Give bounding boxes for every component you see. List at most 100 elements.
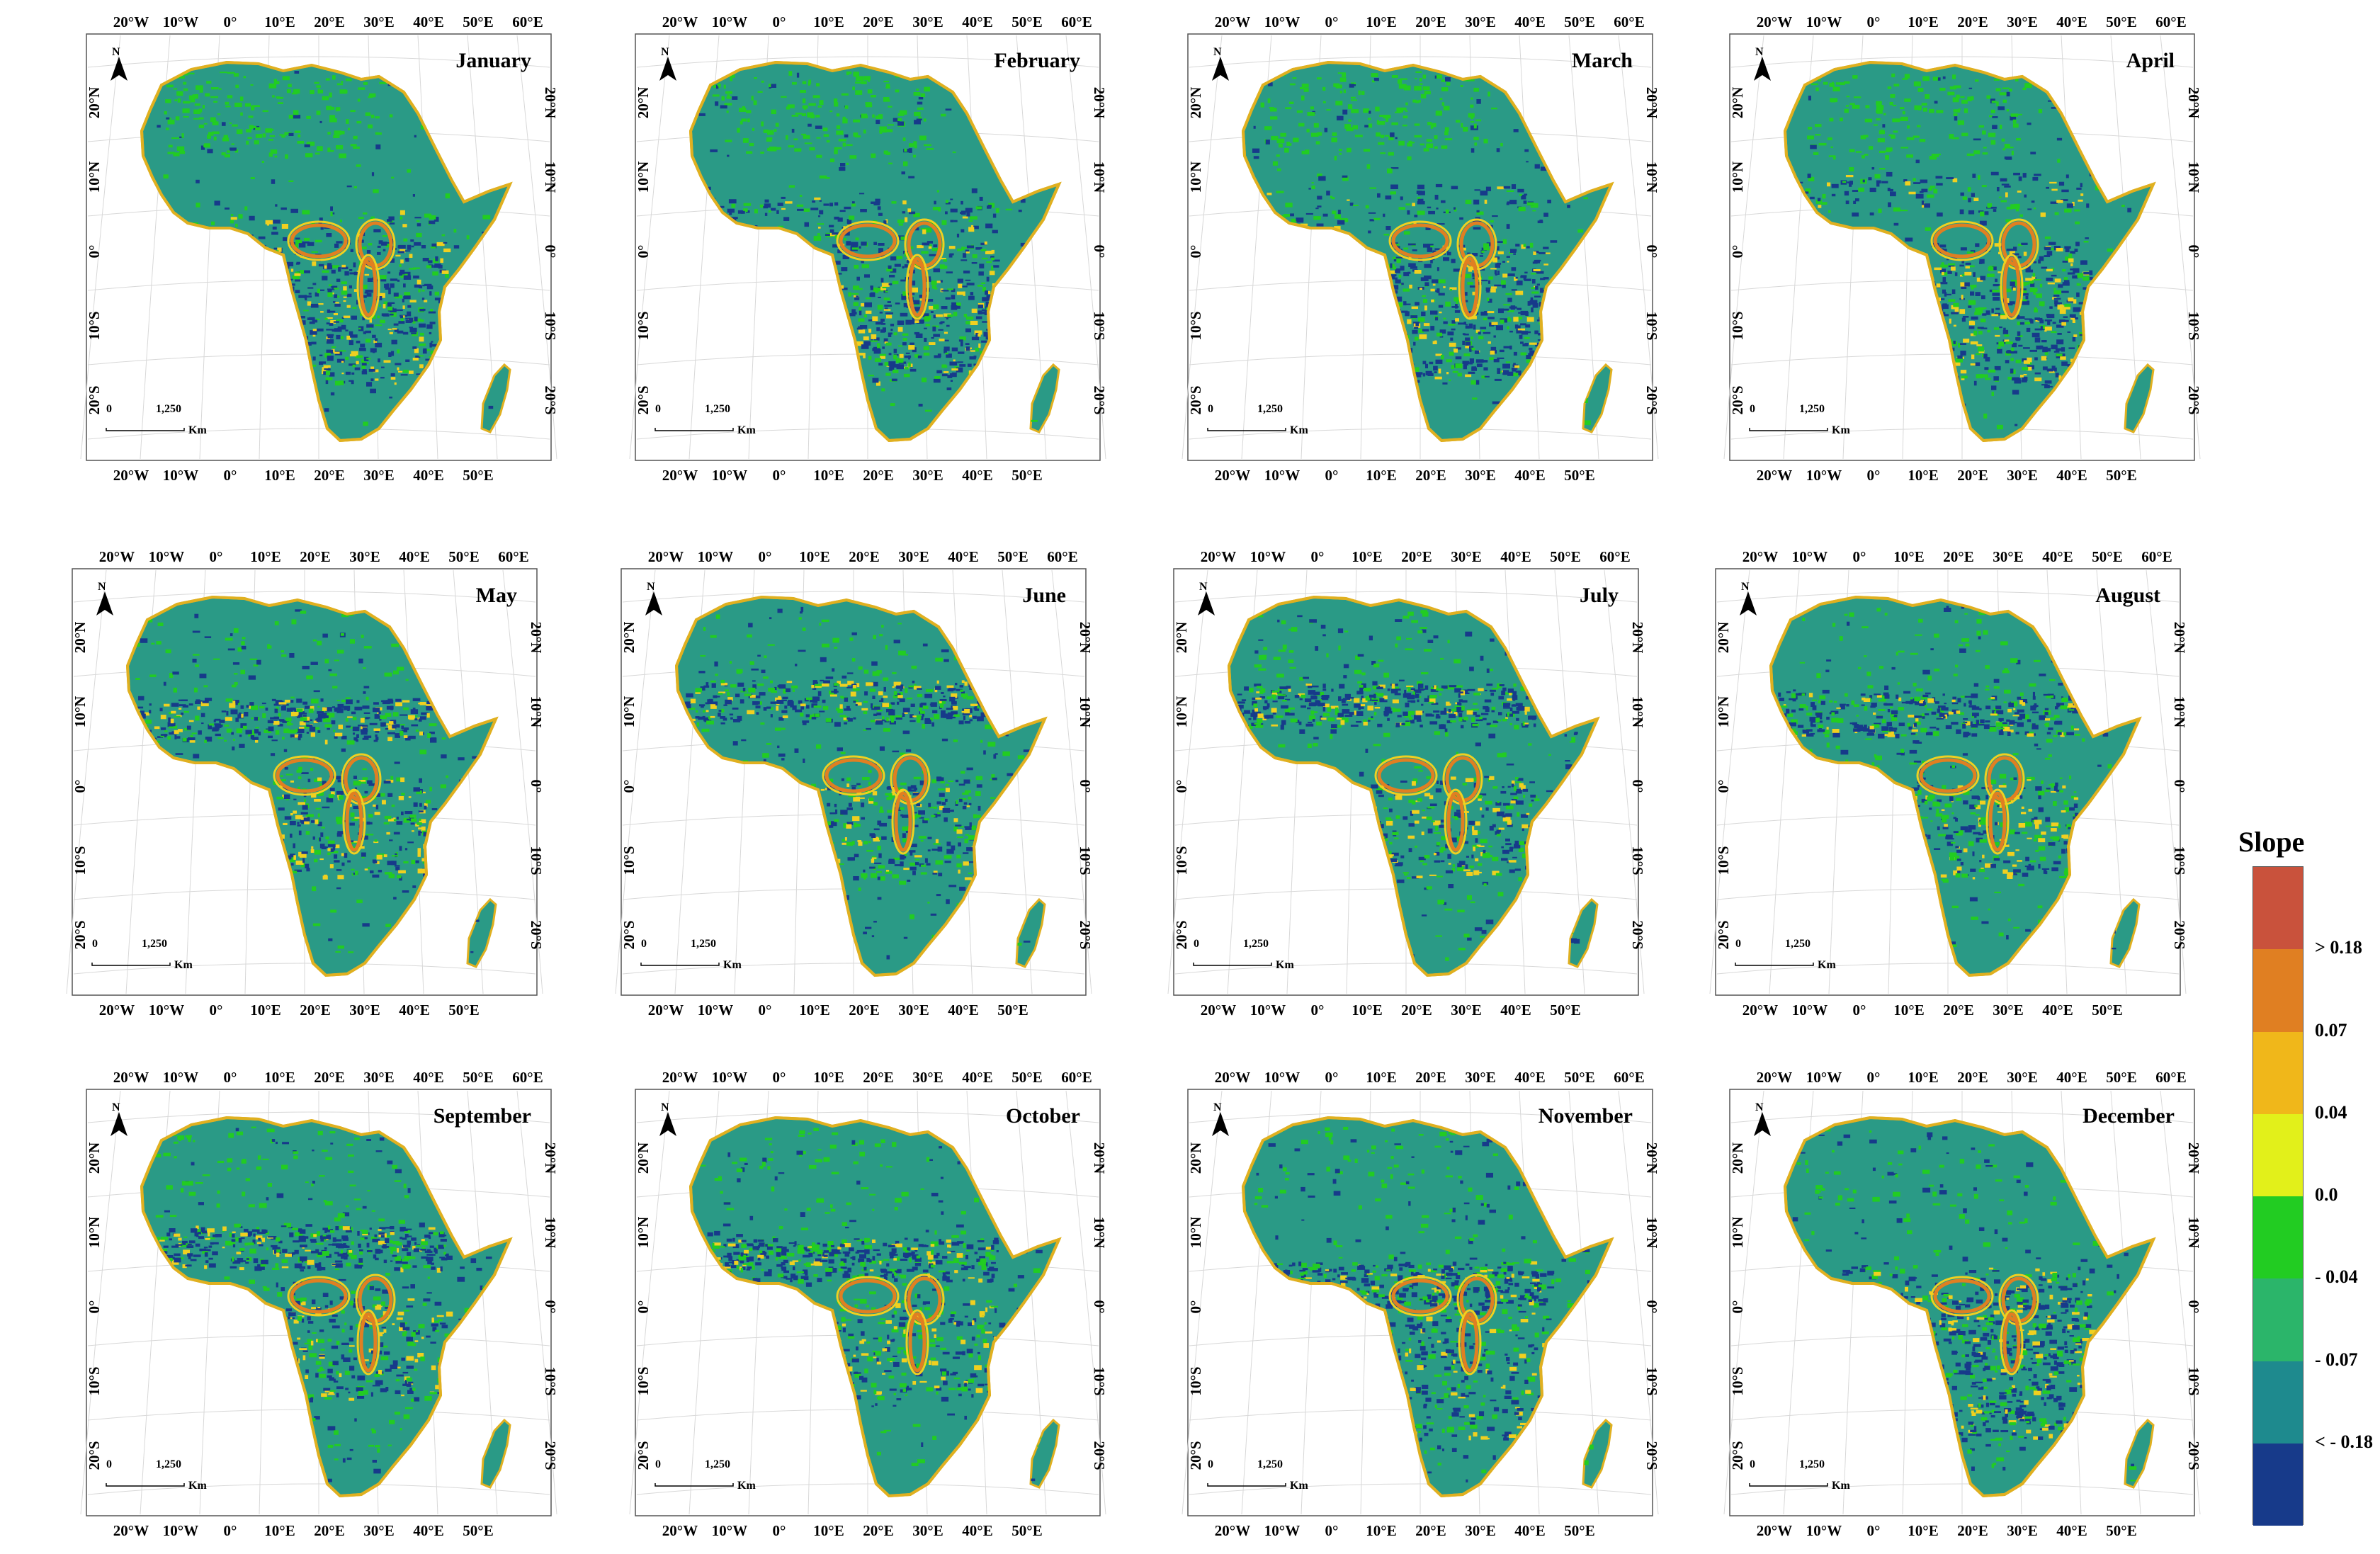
slope-speckle	[1942, 76, 1946, 79]
slope-speckle	[2062, 261, 2068, 263]
slope-speckle	[2022, 377, 2028, 381]
slope-speckle	[2047, 320, 2051, 325]
slope-speckle	[1493, 335, 1496, 338]
slope-speckle	[1998, 196, 2002, 198]
slope-speckle	[190, 98, 196, 103]
lon-tick-top: 0°	[210, 548, 223, 565]
slope-speckle	[312, 283, 317, 285]
slope-speckle	[322, 786, 326, 792]
slope-speckle	[1517, 188, 1524, 193]
slope-speckle	[166, 127, 169, 130]
slope-speckle	[1454, 208, 1457, 212]
slope-speckle	[941, 220, 947, 225]
slope-speckle	[966, 245, 974, 249]
slope-speckle	[1457, 373, 1462, 377]
slope-speckle	[737, 127, 740, 133]
slope-speckle	[1849, 167, 1854, 172]
slope-speckle	[424, 300, 428, 302]
slope-speckle	[1445, 301, 1451, 307]
slope-speckle	[1907, 125, 1910, 129]
slope-speckle	[1447, 331, 1454, 336]
slope-speckle	[2016, 314, 2020, 319]
slope-speckle	[2065, 247, 2070, 253]
slope-speckle	[2034, 337, 2041, 343]
slope-speckle	[725, 91, 732, 94]
slope-speckle	[824, 177, 830, 179]
slope-speckle	[388, 818, 396, 822]
slope-speckle	[409, 715, 414, 720]
slope-speckle	[1296, 220, 1304, 223]
lon-tick-top: 50°E	[1012, 13, 1042, 30]
slope-speckle	[1988, 132, 1996, 137]
slope-speckle	[243, 76, 246, 79]
slope-speckle	[1305, 212, 1313, 215]
slope-speckle	[320, 698, 324, 702]
slope-speckle	[957, 249, 962, 251]
slope-speckle	[1512, 369, 1517, 372]
slope-speckle	[304, 144, 310, 147]
slope-speckle	[852, 201, 855, 204]
slope-speckle	[300, 863, 305, 868]
slope-speckle	[1519, 194, 1522, 196]
slope-speckle	[173, 687, 177, 693]
slope-speckle	[393, 832, 400, 835]
lon-tick-bottom: 50°E	[2106, 467, 2136, 484]
slope-speckle	[1906, 137, 1915, 140]
slope-speckle	[1869, 212, 1874, 216]
slope-speckle	[305, 727, 310, 729]
slope-speckle	[1953, 302, 1959, 307]
slope-speckle	[396, 821, 403, 825]
slope-speckle	[2012, 342, 2017, 348]
slope-speckle	[2012, 253, 2019, 256]
slope-speckle	[1511, 368, 1518, 370]
slope-speckle	[443, 248, 451, 253]
slope-speckle	[1507, 310, 1514, 312]
slope-speckle	[2017, 244, 2023, 246]
slope-speckle	[844, 231, 850, 236]
slope-speckle	[323, 371, 327, 375]
slope-speckle	[941, 649, 949, 652]
slope-speckle	[897, 118, 902, 121]
slope-speckle	[1483, 360, 1488, 363]
slope-speckle	[341, 373, 344, 375]
slope-speckle	[288, 180, 294, 182]
slope-speckle	[791, 115, 799, 117]
slope-speckle	[931, 280, 937, 285]
slope-speckle	[849, 637, 854, 641]
slope-speckle	[2033, 292, 2036, 295]
slope-speckle	[375, 378, 379, 381]
slope-speckle	[859, 193, 865, 195]
slope-speckle	[922, 229, 926, 234]
slope-speckle	[986, 276, 990, 282]
slope-speckle	[1908, 191, 1916, 195]
slope-speckle	[2073, 268, 2080, 273]
slope-speckle	[1276, 154, 1280, 157]
slope-speckle	[249, 125, 254, 130]
slope-speckle	[393, 819, 397, 822]
slope-speckle	[929, 254, 936, 256]
slope-speckle	[2024, 318, 2032, 320]
slope-speckle	[928, 246, 932, 249]
slope-speckle	[310, 303, 319, 308]
lat-tick-left: 0°	[72, 780, 89, 793]
slope-speckle	[1539, 220, 1543, 222]
slope-speckle	[321, 715, 329, 718]
slope-speckle	[1893, 130, 1898, 133]
lake-ring-orange	[290, 223, 348, 259]
slope-speckle	[1947, 271, 1952, 274]
slope-speckle	[350, 144, 357, 147]
lat-tick-left: 20°S	[86, 385, 103, 414]
slope-speckle	[1371, 73, 1378, 77]
slope-speckle	[175, 753, 183, 755]
slope-speckle	[2010, 281, 2015, 286]
slope-speckle	[1324, 127, 1328, 132]
slope-speckle	[1876, 101, 1882, 106]
slope-speckle	[292, 275, 300, 280]
slope-speckle	[378, 240, 383, 244]
slope-speckle	[800, 90, 806, 93]
slope-speckle	[1407, 156, 1412, 161]
slope-speckle	[307, 341, 312, 346]
slope-speckle	[1879, 168, 1886, 170]
slope-speckle	[1941, 272, 1948, 276]
slope-speckle	[337, 703, 344, 708]
